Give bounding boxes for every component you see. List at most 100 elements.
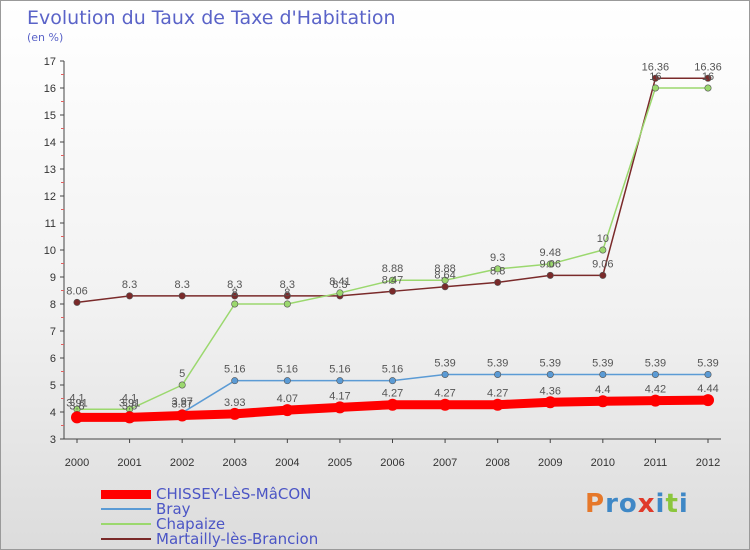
data-point [178, 292, 186, 300]
data-label: 9.06 [540, 258, 561, 270]
data-label: 8 [284, 287, 290, 299]
data-label: 5.39 [645, 357, 666, 369]
data-point [231, 300, 239, 308]
data-label: 4.42 [645, 384, 666, 396]
data-point [336, 289, 344, 297]
data-label: 3.97 [171, 396, 192, 408]
legend-label: CHISSEY-LèS-MâCON [156, 485, 312, 503]
data-label: 4.44 [697, 383, 718, 395]
data-point [283, 292, 291, 300]
data-label: 3.8 [122, 400, 137, 412]
data-label: 5.39 [487, 357, 508, 369]
y-tick-label: 17 [44, 56, 56, 68]
data-point [283, 377, 291, 385]
data-label: 5.39 [592, 357, 613, 369]
data-point [441, 276, 449, 284]
x-tick-label: 2008 [485, 457, 509, 469]
data-label: 3.8 [69, 400, 84, 412]
data-label: 16.36 [694, 61, 722, 73]
data-label: 5.16 [382, 364, 403, 376]
data-label: 4.4 [595, 384, 610, 396]
chart-unit: (en %) [27, 31, 64, 44]
data-point [388, 287, 396, 295]
data-point [386, 398, 399, 411]
data-label: 3.91 [119, 397, 140, 409]
y-tick-label: 15 [44, 110, 56, 122]
data-label: 8.64 [434, 270, 455, 282]
data-point [231, 292, 239, 300]
y-tick-label: 4 [50, 407, 56, 419]
data-label: 4.27 [487, 388, 508, 400]
data-label: 5 [179, 368, 185, 380]
data-point [599, 246, 607, 254]
data-label: 4.1 [122, 392, 137, 404]
x-tick-label: 2000 [65, 457, 89, 469]
data-label: 4.1 [69, 392, 84, 404]
data-label: 16.36 [642, 61, 670, 73]
legend-swatch [101, 508, 151, 510]
proxiti-logo: Proxiti [585, 489, 689, 519]
x-tick-label: 2003 [223, 457, 247, 469]
data-point [178, 381, 186, 389]
data-label: 4.17 [329, 390, 350, 402]
data-point [283, 300, 291, 308]
data-point [702, 394, 714, 407]
data-point [704, 84, 712, 92]
data-label: 16 [649, 71, 661, 83]
legend-swatch [101, 489, 151, 499]
logo-letter: o [618, 489, 638, 519]
logo-letter: t [665, 489, 679, 519]
x-tick-label: 2012 [696, 457, 720, 469]
data-label: 10 [597, 233, 609, 245]
y-tick-label: 16 [44, 83, 56, 95]
data-label: 3.93 [224, 397, 245, 409]
y-tick-label: 5 [50, 380, 56, 392]
x-tick-label: 2010 [591, 457, 615, 469]
x-tick-label: 2011 [644, 457, 668, 469]
y-tick-label: 9 [50, 272, 56, 284]
data-label: 9.48 [540, 247, 561, 259]
data-label: 8.88 [382, 263, 403, 275]
data-label: 3.91 [66, 397, 87, 409]
data-label: 5.39 [697, 357, 718, 369]
x-tick-label: 2004 [275, 457, 299, 469]
data-point [651, 84, 659, 92]
data-point [546, 260, 554, 268]
data-point [123, 411, 136, 424]
data-point [73, 298, 81, 306]
y-tick-label: 11 [45, 218, 56, 230]
data-point [388, 276, 396, 284]
data-point [546, 271, 554, 279]
data-point [71, 411, 83, 424]
legend-label: Bray [156, 500, 191, 518]
legend-label: Chapaize [156, 515, 226, 533]
data-point [494, 265, 502, 273]
data-label: 8.06 [66, 285, 87, 297]
legend-swatch [101, 523, 151, 525]
y-tick-label: 3 [50, 434, 56, 446]
data-point [228, 407, 241, 420]
data-point [491, 398, 504, 411]
logo-letter: r [605, 489, 619, 519]
data-label: 3.87 [171, 399, 192, 411]
data-label: 8.88 [434, 263, 455, 275]
data-label: 4.27 [382, 388, 403, 400]
data-point [176, 409, 189, 422]
x-tick-label: 2009 [538, 457, 562, 469]
data-point [704, 74, 712, 82]
data-label: 8.3 [175, 279, 190, 291]
data-label: 8.41 [329, 276, 350, 288]
x-tick-label: 2007 [433, 457, 457, 469]
y-tick-label: 14 [44, 137, 56, 149]
y-tick-label: 10 [44, 245, 56, 257]
logo-letter: P [585, 489, 606, 519]
data-label: 5.16 [329, 364, 350, 376]
data-point [546, 370, 554, 378]
data-point [336, 377, 344, 385]
legend-swatch [101, 538, 151, 540]
data-point [441, 370, 449, 378]
data-label: 5.39 [434, 357, 455, 369]
data-point [599, 271, 607, 279]
